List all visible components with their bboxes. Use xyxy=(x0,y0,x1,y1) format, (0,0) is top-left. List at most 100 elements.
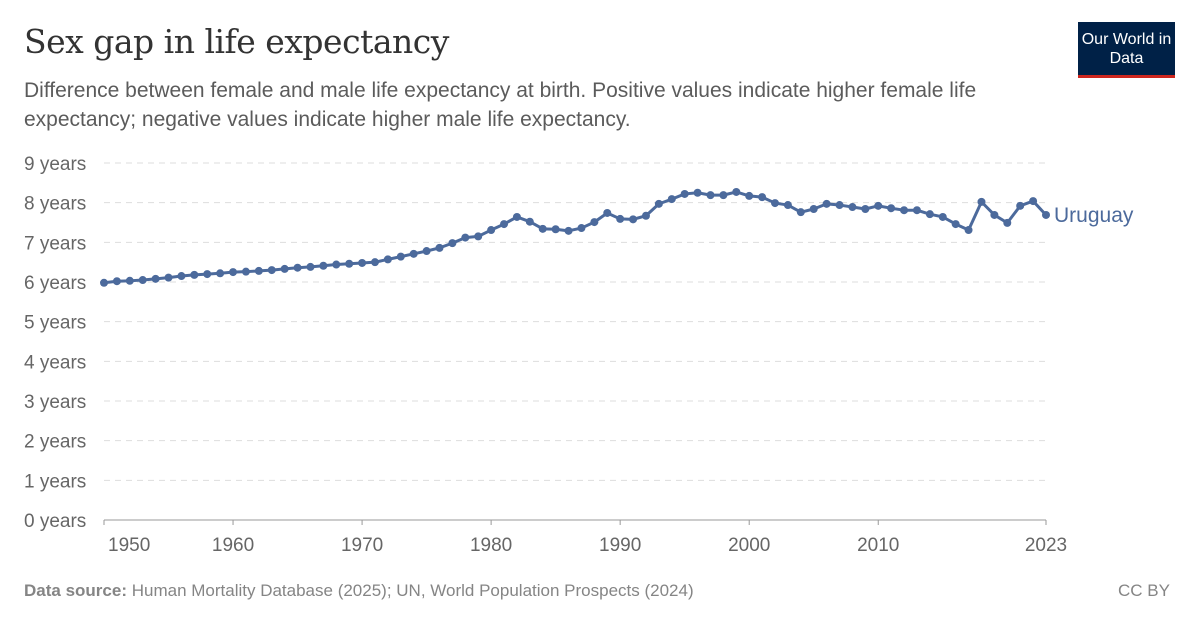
data-source-label: Data source: xyxy=(24,581,127,600)
data-point xyxy=(951,220,960,229)
chart-title: Sex gap in life expectancy xyxy=(24,22,449,61)
data-point xyxy=(732,187,741,196)
data-point xyxy=(1042,210,1050,219)
data-point xyxy=(435,243,444,252)
license[interactable]: CC BY xyxy=(1118,581,1170,600)
data-point xyxy=(370,258,379,267)
data-point xyxy=(938,212,947,221)
data-point xyxy=(500,220,509,229)
data-point xyxy=(525,217,534,226)
data-point xyxy=(641,211,650,220)
data-point xyxy=(293,263,302,272)
data-point xyxy=(835,201,844,210)
y-tick-label: 1 years xyxy=(24,471,86,492)
data-point xyxy=(848,203,857,212)
data-point xyxy=(383,255,392,264)
x-tick-label: 2000 xyxy=(728,535,770,556)
x-tick-label: 1960 xyxy=(212,535,254,556)
series-label: Uruguay xyxy=(1054,204,1134,227)
x-tick-label: 1970 xyxy=(341,535,383,556)
data-point xyxy=(900,206,909,215)
data-point xyxy=(100,278,108,287)
x-tick-label: 1950 xyxy=(108,535,150,556)
data-point xyxy=(796,208,805,217)
data-point xyxy=(461,233,470,242)
data-point xyxy=(783,201,792,210)
x-tick-label: 2023 xyxy=(1025,535,1067,556)
y-tick-label: 2 years xyxy=(24,432,86,453)
data-point xyxy=(216,269,225,278)
data-point xyxy=(306,262,315,271)
data-point xyxy=(719,191,728,200)
data-point xyxy=(887,204,896,213)
data-point xyxy=(538,224,547,233)
data-point xyxy=(229,268,238,277)
data-point xyxy=(177,272,186,281)
data-point xyxy=(345,259,354,268)
data-point xyxy=(925,210,934,219)
data-point xyxy=(603,208,612,217)
data-point xyxy=(590,218,599,227)
data-point xyxy=(693,188,702,197)
data-point xyxy=(1029,197,1038,206)
data-point xyxy=(448,239,457,248)
data-point xyxy=(280,264,289,273)
data-point xyxy=(125,276,134,285)
data-point xyxy=(667,195,676,204)
data-point xyxy=(112,277,121,286)
data-point xyxy=(332,260,341,269)
data-point xyxy=(809,205,818,214)
y-tick-label: 7 years xyxy=(24,233,86,254)
data-point xyxy=(874,201,883,210)
y-tick-label: 8 years xyxy=(24,194,86,215)
data-point xyxy=(319,261,328,270)
data-point xyxy=(551,225,560,234)
y-tick-label: 9 years xyxy=(24,154,86,175)
data-point xyxy=(409,249,418,258)
data-point xyxy=(564,226,573,235)
data-point xyxy=(629,215,638,224)
y-tick-label: 3 years xyxy=(24,392,86,413)
data-point xyxy=(977,197,986,206)
data-point xyxy=(706,191,715,200)
data-point xyxy=(487,226,496,235)
data-point xyxy=(771,199,780,208)
data-point xyxy=(745,191,754,200)
data-point xyxy=(474,232,483,241)
data-point xyxy=(964,226,973,235)
data-point xyxy=(358,258,367,267)
data-point xyxy=(190,270,199,279)
y-tick-label: 5 years xyxy=(24,313,86,334)
x-tick-label: 2010 xyxy=(857,535,899,556)
data-point xyxy=(912,206,921,215)
data-source: Data source: Human Mortality Database (2… xyxy=(24,581,694,601)
data-point xyxy=(203,270,212,279)
x-tick-label: 1990 xyxy=(599,535,641,556)
data-point xyxy=(1003,218,1012,227)
data-point xyxy=(241,267,250,276)
data-point xyxy=(616,214,625,223)
y-tick-label: 4 years xyxy=(24,352,86,373)
data-point xyxy=(138,276,147,285)
data-point xyxy=(254,266,263,275)
data-point xyxy=(396,252,405,261)
y-tick-label: 0 years xyxy=(24,511,86,532)
data-point xyxy=(654,199,663,208)
y-tick-label: 6 years xyxy=(24,273,86,294)
data-point xyxy=(512,212,521,221)
data-point xyxy=(758,193,767,202)
data-point xyxy=(577,224,586,233)
data-point xyxy=(422,247,431,256)
data-point xyxy=(1016,201,1025,210)
data-point xyxy=(151,274,160,283)
x-tick-label: 1980 xyxy=(470,535,512,556)
data-point xyxy=(680,189,689,198)
chart-subtitle: Difference between female and male life … xyxy=(24,79,977,131)
data-source-text[interactable]: Human Mortality Database (2025); UN, Wor… xyxy=(131,581,694,600)
data-point xyxy=(164,273,173,282)
data-point xyxy=(990,210,999,219)
data-point xyxy=(861,205,870,214)
owid-logo[interactable]: Our World in Data xyxy=(1078,22,1175,78)
data-point xyxy=(822,199,831,208)
